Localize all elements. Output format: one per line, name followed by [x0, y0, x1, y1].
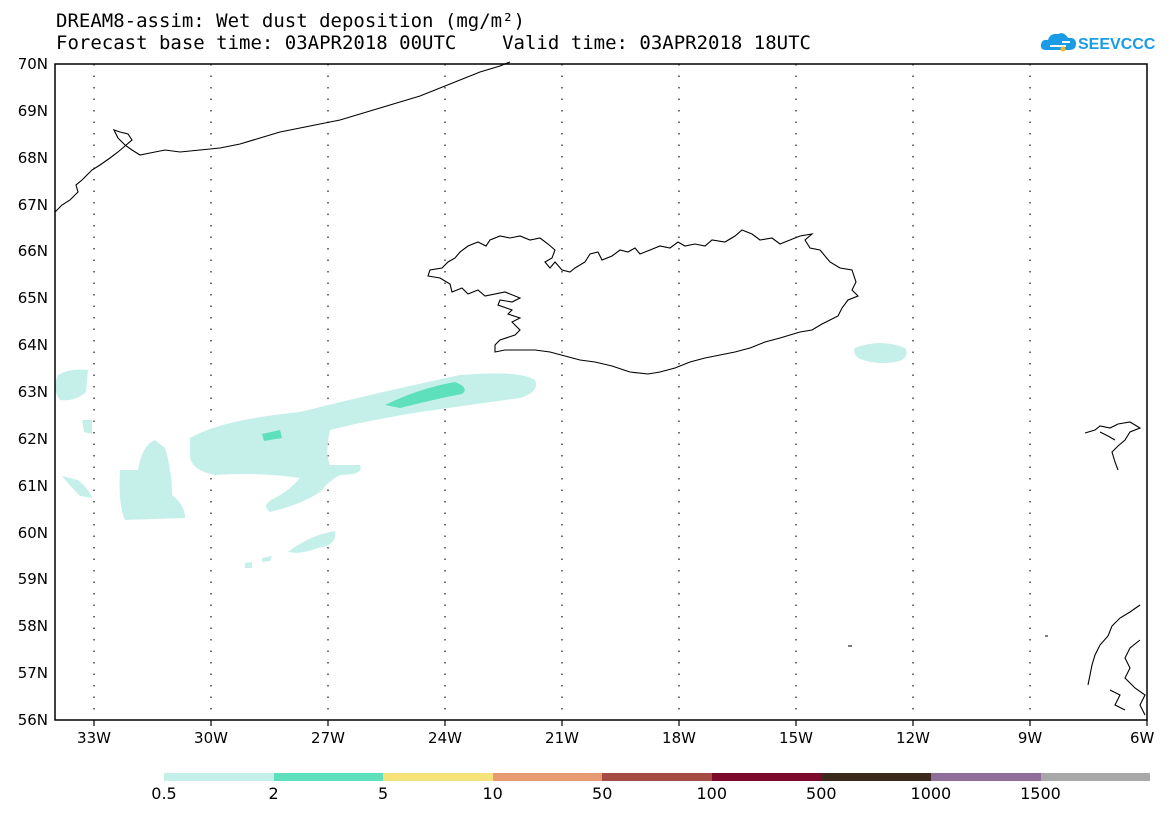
- scotland-coastline: [848, 604, 1146, 716]
- lat-label: 56N: [17, 711, 48, 729]
- lat-label: 70N: [17, 55, 48, 73]
- lon-label: 18W: [662, 729, 696, 747]
- legend-swatch: [273, 773, 384, 781]
- legend-swatch: [164, 773, 274, 781]
- grid-lines: [93, 64, 1148, 726]
- lat-label: 61N: [17, 476, 48, 495]
- lat-label: 57N: [17, 664, 48, 683]
- lon-label: 30W: [194, 729, 228, 747]
- lon-label: 9W: [1017, 729, 1043, 747]
- lat-label: 58N: [17, 617, 48, 636]
- map-subtitle: Forecast base time: 03APR2018 00UTC Vali…: [56, 32, 811, 54]
- legend-swatch: [1040, 773, 1151, 781]
- deposition-area-low: [190, 373, 536, 512]
- lat-label: 62N: [17, 429, 48, 448]
- lat-label: 65N: [17, 289, 48, 308]
- map-frame: [54, 63, 1148, 721]
- coastlines: [54, 61, 1146, 716]
- lon-label: 24W: [428, 729, 462, 747]
- deposition-area-low: [288, 531, 336, 553]
- legend-label: 100: [696, 784, 728, 803]
- deposition-area-mid: [385, 382, 465, 408]
- deposition-area-low: [119, 440, 185, 520]
- deposition-contours: [55, 343, 907, 568]
- iceland-coastline: [427, 229, 859, 375]
- deposition-area-low: [245, 556, 272, 568]
- lon-label: 33W: [77, 729, 111, 747]
- faroe-islands-coastline: [1084, 421, 1142, 471]
- lat-label: 63N: [17, 383, 48, 401]
- lon-label: 6W: [1129, 729, 1155, 747]
- deposition-area-mid: [262, 430, 282, 441]
- greenland-coastline: [54, 61, 511, 213]
- legend-label: 1000: [910, 784, 952, 803]
- lat-label: 69N: [17, 101, 48, 120]
- legend-swatch: [711, 773, 822, 781]
- seevccc-logo: SEEVCCC: [1040, 28, 1156, 56]
- deposition-area-low: [854, 343, 907, 364]
- lat-label: 66N: [17, 242, 48, 261]
- deposition-area-low: [62, 476, 92, 498]
- legend-swatch: [383, 773, 493, 781]
- lon-label: 21W: [545, 729, 579, 747]
- map-title: DREAM8-assim: Wet dust deposition (mg/m²…: [56, 10, 525, 32]
- legend-label: 5: [378, 784, 389, 803]
- legend-swatch: [821, 773, 931, 781]
- color-legend: [164, 773, 1151, 781]
- legend-label: 2: [268, 784, 279, 803]
- lon-label: 27W: [311, 729, 345, 747]
- lon-label: 15W: [779, 729, 813, 747]
- legend-label: 10: [482, 784, 503, 803]
- lon-label: 12W: [896, 729, 930, 747]
- legend-swatch: [930, 773, 1041, 781]
- logo-text: SEEVCCC: [1078, 36, 1155, 53]
- cloud-icon: [1040, 33, 1076, 52]
- lat-label: 60N: [17, 523, 48, 542]
- legend-label: 500: [806, 784, 837, 803]
- legend-swatch: [602, 773, 712, 781]
- legend-label: 0.5: [151, 784, 177, 803]
- legend-swatch: [492, 773, 603, 781]
- lat-label: 67N: [17, 195, 48, 214]
- legend-label: 1500: [1020, 784, 1061, 803]
- lat-label: 64N: [17, 336, 48, 355]
- lat-label: 59N: [17, 570, 48, 589]
- lat-label: 68N: [17, 148, 48, 167]
- legend-label: 50: [592, 784, 613, 803]
- deposition-area-low: [82, 420, 92, 434]
- deposition-area-low: [55, 369, 88, 401]
